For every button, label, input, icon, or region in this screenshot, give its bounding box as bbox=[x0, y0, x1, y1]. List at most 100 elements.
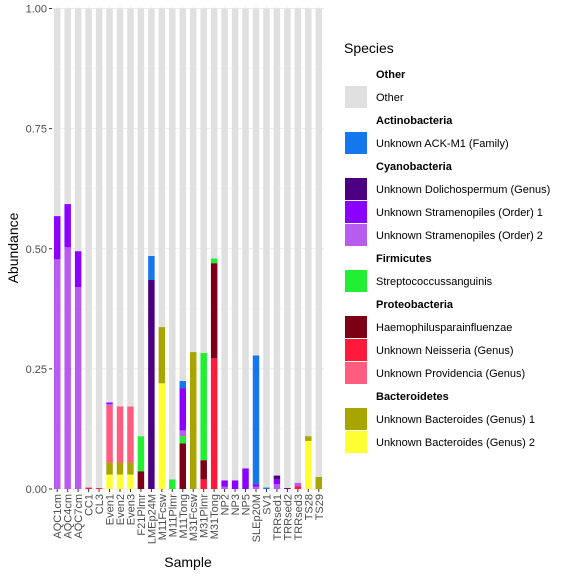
legend-swatch bbox=[345, 270, 367, 292]
bar-segment bbox=[252, 486, 260, 489]
x-tick-label: M11Tong bbox=[178, 494, 190, 538]
bar-segment bbox=[273, 475, 281, 480]
bar-segment bbox=[158, 383, 166, 489]
bar-segment bbox=[305, 440, 312, 489]
bar-segment bbox=[242, 468, 249, 489]
legend-group-header: Other bbox=[376, 69, 406, 81]
legend: Species Other Other Actinobacteria Unknown … bbox=[344, 40, 550, 453]
y-axis-ticks: 0.00 0.25 0.50 0.75 1.00 bbox=[26, 4, 52, 496]
legend-swatch bbox=[345, 178, 367, 200]
bar-segment bbox=[231, 8, 239, 481]
bar-segment bbox=[179, 436, 187, 444]
legend-label: Unknown Dolichospermum (Genus) bbox=[376, 184, 550, 196]
legend-group-header: Actinobacteria bbox=[376, 115, 453, 127]
x-tick-label: CC1 bbox=[84, 494, 96, 516]
bar-segment bbox=[210, 263, 218, 359]
legend-swatch bbox=[345, 201, 367, 223]
x-axis-title: Sample bbox=[164, 554, 212, 570]
legend-label: Other bbox=[376, 92, 404, 104]
bar-segment bbox=[127, 406, 134, 463]
bar-segment bbox=[106, 474, 113, 489]
bar-segment bbox=[221, 486, 228, 489]
legend-label: Unknown Neisseria (Genus) bbox=[376, 345, 514, 357]
x-tick-label: NP5 bbox=[241, 494, 253, 515]
bar-segment bbox=[95, 8, 103, 489]
x-tick-label: M11Fcsw bbox=[157, 494, 169, 540]
bar-segment bbox=[169, 479, 176, 489]
x-tick-label: TS29 bbox=[314, 494, 326, 520]
bar-segment bbox=[106, 462, 113, 475]
legend-swatch bbox=[345, 408, 367, 430]
bar-segment bbox=[85, 8, 92, 488]
bar-segment bbox=[305, 8, 312, 437]
bar-segment bbox=[221, 480, 228, 487]
x-axis-ticks: AQC1cmAQC4cmAQC7cmCC1CL3Even1Even2Even3F… bbox=[52, 489, 326, 544]
legend-label: Unknown Stramenopiles (Order) 2 bbox=[376, 230, 543, 242]
x-tick-label: NP3 bbox=[230, 494, 242, 515]
legend-swatch bbox=[345, 431, 367, 453]
bar-segment bbox=[252, 8, 260, 356]
legend-label: Unknown Bacteroides (Genus) 2 bbox=[376, 437, 535, 449]
bar-segment bbox=[242, 8, 249, 469]
legend-label: Haemophilusparainfluenzae bbox=[376, 322, 512, 334]
bar-segment bbox=[64, 247, 71, 489]
bar-segment bbox=[273, 479, 281, 485]
x-tick-label: TRRsed2 bbox=[282, 494, 294, 540]
bar-segment bbox=[74, 251, 82, 288]
bar-segment bbox=[53, 8, 61, 217]
y-tick-label: 0.50 bbox=[26, 244, 47, 256]
bar-segment bbox=[200, 460, 207, 480]
bar-segment bbox=[74, 287, 82, 489]
x-tick-label: Even3 bbox=[125, 494, 137, 525]
bar-segment bbox=[263, 8, 270, 488]
x-tick-label: NP2 bbox=[220, 494, 232, 515]
x-tick-label: M31Fcsw bbox=[188, 494, 200, 541]
legend-swatch bbox=[345, 86, 367, 108]
bar-segment bbox=[231, 480, 239, 489]
legend-group-header: Cyanobacteria bbox=[376, 161, 453, 173]
bars bbox=[53, 8, 323, 489]
bar-segment bbox=[64, 8, 71, 205]
bar-segment bbox=[64, 204, 71, 248]
bar-segment bbox=[148, 8, 155, 256]
bar-segment bbox=[179, 380, 187, 389]
x-tick-label: TS28 bbox=[303, 494, 315, 520]
bar-segment bbox=[305, 436, 312, 441]
bar-segment bbox=[210, 258, 218, 264]
bar-segment bbox=[189, 8, 197, 353]
x-tick-label: AQC1cm bbox=[52, 494, 64, 539]
bar-segment bbox=[221, 8, 228, 481]
bar-segment bbox=[315, 476, 323, 489]
bar-segment bbox=[116, 406, 124, 463]
legend-label: Unknown Providencia (Genus) bbox=[376, 368, 525, 380]
x-tick-label: M11Plmr bbox=[167, 494, 179, 538]
legend-label: Unknown Stramenopiles (Order) 1 bbox=[376, 207, 543, 219]
x-tick-label: AQC7cm bbox=[73, 494, 85, 539]
legend-swatch bbox=[345, 132, 367, 154]
bar-segment bbox=[106, 402, 113, 404]
bar-segment bbox=[85, 487, 92, 489]
x-tick-label: Even2 bbox=[115, 494, 127, 525]
y-axis-title: Abundance bbox=[5, 212, 21, 283]
bar-segment bbox=[200, 353, 207, 461]
bar-segment bbox=[127, 462, 134, 475]
bar-segment bbox=[74, 8, 82, 252]
x-tick-label: Even1 bbox=[105, 494, 117, 525]
plot-panel bbox=[52, 6, 324, 489]
bar-segment bbox=[179, 8, 187, 381]
legend-title: Species bbox=[344, 40, 394, 56]
x-tick-label: LMEp24M bbox=[146, 494, 158, 544]
y-tick-label: 0.25 bbox=[26, 364, 47, 376]
legend-group-header: Firmicutes bbox=[376, 253, 432, 265]
bar-segment bbox=[106, 8, 113, 403]
bar-segment bbox=[127, 474, 134, 489]
bar-segment bbox=[179, 443, 187, 489]
legend-label: Unknown ACK-M1 (Family) bbox=[376, 138, 509, 150]
bar-segment bbox=[252, 355, 260, 485]
bar-segment bbox=[137, 436, 145, 472]
legend-swatch bbox=[345, 339, 367, 361]
bar-segment bbox=[158, 8, 166, 328]
bar-segment bbox=[284, 8, 291, 489]
bar-segment bbox=[284, 488, 291, 489]
